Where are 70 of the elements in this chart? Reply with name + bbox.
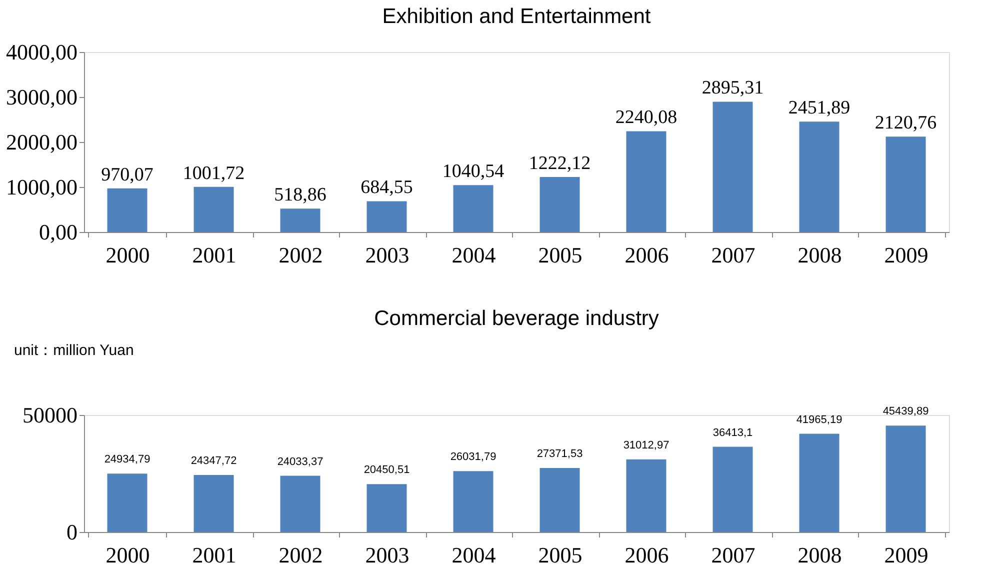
bar xyxy=(280,476,320,532)
bar xyxy=(712,446,753,532)
data-label: 2120,76 xyxy=(874,112,937,134)
x-tick-label: 2005 xyxy=(538,242,582,268)
text: unit：million Yuan xyxy=(14,342,134,359)
bar xyxy=(626,131,666,232)
x-tick-label: 2008 xyxy=(798,242,842,268)
bar xyxy=(107,188,148,232)
bar xyxy=(280,208,320,232)
bar xyxy=(107,474,148,532)
bar xyxy=(712,102,753,232)
data-label: 2240,08 xyxy=(615,107,678,128)
x-tick-label: 2001 xyxy=(192,242,236,268)
data-label: 45439,89 xyxy=(882,406,929,418)
bar xyxy=(626,459,666,532)
data-label: 684,55 xyxy=(360,177,413,198)
y-tick-label: 1000,00 xyxy=(6,174,78,200)
bar xyxy=(540,468,580,532)
data-label: 27371,53 xyxy=(536,448,583,460)
y-tick-label: 2000,00 xyxy=(6,130,78,154)
chart-title: Exhibition and Entertainment xyxy=(382,5,651,28)
y-tick-label: 4000,00 xyxy=(6,40,78,64)
data-label: 1001,72 xyxy=(182,162,245,184)
bar xyxy=(366,201,407,232)
data-label: 24934,79 xyxy=(104,454,150,466)
x-tick-label: 2000 xyxy=(106,242,150,268)
data-label: 2895,31 xyxy=(702,78,764,99)
x-tick-label: 2000 xyxy=(106,542,150,568)
data-label: 970,07 xyxy=(101,164,154,186)
bar xyxy=(886,426,926,532)
x-tick-label: 2009 xyxy=(884,242,928,268)
x-tick-label: 2004 xyxy=(452,242,496,268)
y-tick-label: 0 xyxy=(66,520,78,544)
data-label: 41965,19 xyxy=(796,414,842,426)
x-tick-label: 2006 xyxy=(624,542,669,568)
x-tick-label: 2004 xyxy=(452,542,496,568)
x-tick-label: 2008 xyxy=(798,542,842,568)
x-tick-label: 2006 xyxy=(624,242,669,268)
x-tick-label: 2005 xyxy=(538,542,582,568)
x-tick-label: 2003 xyxy=(365,242,410,268)
chart-title: Commercial beverage industry xyxy=(374,307,660,330)
bar xyxy=(194,475,234,532)
bar xyxy=(453,185,494,232)
y-tick-label: 50000 xyxy=(22,402,78,428)
data-label: 26031,79 xyxy=(450,451,496,464)
bar xyxy=(194,186,234,232)
x-tick-label: 2002 xyxy=(278,242,323,268)
bar xyxy=(366,484,407,532)
data-label: 1222,12 xyxy=(528,153,591,174)
x-tick-label: 2007 xyxy=(711,542,756,568)
x-tick-label: 2001 xyxy=(192,542,236,568)
x-tick-label: 2002 xyxy=(278,542,323,568)
data-label: 36413,1 xyxy=(712,426,753,439)
x-tick-label: 2007 xyxy=(711,242,756,268)
bar xyxy=(799,434,840,532)
bar xyxy=(886,136,926,232)
y-tick-label: 0,00 xyxy=(39,220,78,244)
data-label: 1040,54 xyxy=(442,161,505,182)
data-label: 24347,72 xyxy=(190,455,237,468)
data-label: 24033,37 xyxy=(277,456,324,468)
bar xyxy=(540,177,580,232)
x-tick-label: 2009 xyxy=(884,542,928,568)
bar xyxy=(799,122,840,232)
x-tick-label: 2003 xyxy=(365,542,410,568)
data-label: 2451,89 xyxy=(788,98,850,119)
data-label: 31012,97 xyxy=(623,439,670,452)
data-label: 518,86 xyxy=(274,184,326,206)
bar xyxy=(453,471,494,532)
data-label: 20450,51 xyxy=(364,464,410,476)
y-tick-label: 3000,00 xyxy=(6,84,78,110)
